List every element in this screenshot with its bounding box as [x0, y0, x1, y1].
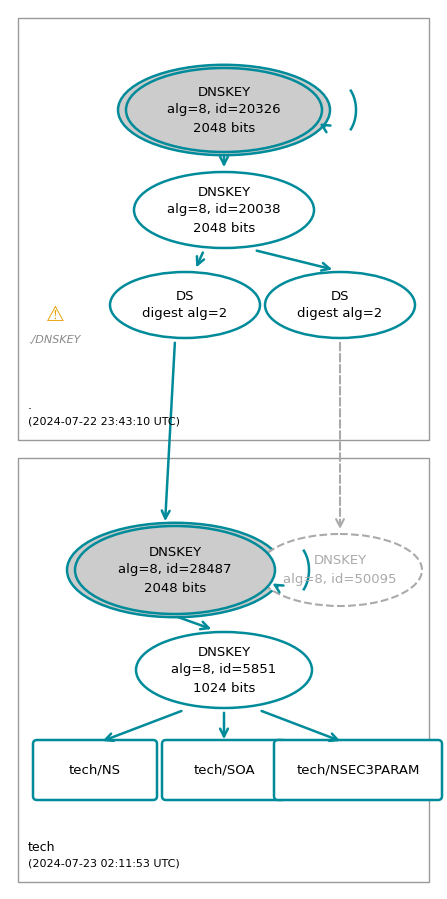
- Ellipse shape: [126, 68, 322, 152]
- Text: DNSKEY
alg=8, id=20038
2048 bits: DNSKEY alg=8, id=20038 2048 bits: [167, 185, 281, 235]
- Text: DNSKEY
alg=8, id=20326
2048 bits: DNSKEY alg=8, id=20326 2048 bits: [167, 85, 281, 135]
- FancyBboxPatch shape: [162, 740, 286, 800]
- Text: tech/SOA: tech/SOA: [193, 763, 255, 777]
- Text: (2024-07-23 02:11:53 UTC): (2024-07-23 02:11:53 UTC): [28, 858, 180, 868]
- Text: ./DNSKEY: ./DNSKEY: [29, 335, 81, 345]
- Text: tech: tech: [28, 841, 55, 854]
- Text: DNSKEY
alg=8, id=5851
1024 bits: DNSKEY alg=8, id=5851 1024 bits: [171, 645, 277, 695]
- Ellipse shape: [136, 632, 312, 708]
- Text: DS
digest alg=2: DS digest alg=2: [143, 289, 228, 321]
- Text: .: .: [28, 399, 32, 412]
- Ellipse shape: [118, 65, 330, 156]
- Text: ⚠: ⚠: [46, 305, 64, 325]
- Text: tech/NSEC3PARAM: tech/NSEC3PARAM: [296, 763, 420, 777]
- Ellipse shape: [75, 526, 275, 614]
- Ellipse shape: [258, 534, 422, 606]
- Text: DNSKEY
alg=8, id=28487
2048 bits: DNSKEY alg=8, id=28487 2048 bits: [118, 546, 232, 594]
- Text: (2024-07-22 23:43:10 UTC): (2024-07-22 23:43:10 UTC): [28, 416, 180, 426]
- Ellipse shape: [110, 272, 260, 338]
- FancyBboxPatch shape: [18, 458, 429, 882]
- Text: DS
digest alg=2: DS digest alg=2: [297, 289, 383, 321]
- Text: DNSKEY
alg=8, id=50095: DNSKEY alg=8, id=50095: [283, 555, 397, 585]
- Text: tech/NS: tech/NS: [69, 763, 121, 777]
- FancyBboxPatch shape: [33, 740, 157, 800]
- Ellipse shape: [265, 272, 415, 338]
- Ellipse shape: [134, 172, 314, 248]
- FancyBboxPatch shape: [274, 740, 442, 800]
- FancyBboxPatch shape: [18, 18, 429, 440]
- Ellipse shape: [67, 523, 283, 618]
